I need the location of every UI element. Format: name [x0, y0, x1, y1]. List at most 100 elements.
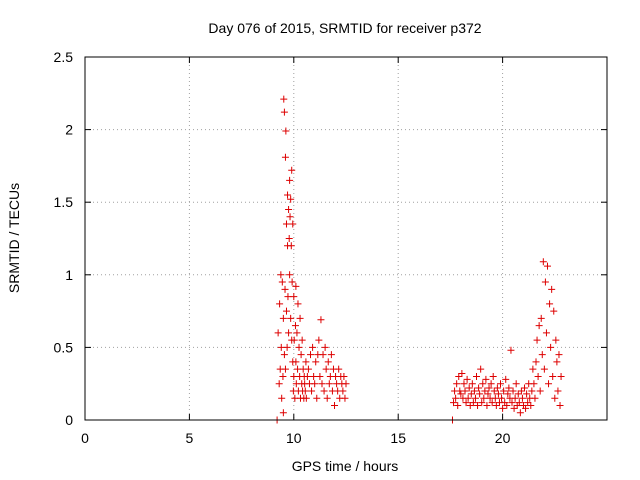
data-point: [470, 387, 478, 395]
data-point: [307, 351, 315, 359]
data-point: [532, 358, 540, 366]
y-tick-label: 0.5: [54, 339, 74, 355]
data-point: [279, 409, 287, 417]
data-point: [556, 401, 564, 409]
data-point: [275, 380, 283, 388]
x-tick-label: 20: [495, 430, 511, 446]
data-point: [277, 343, 285, 351]
data-point: [277, 271, 285, 279]
data-point: [550, 307, 558, 315]
data-point: [530, 380, 538, 388]
data-point: [488, 399, 496, 407]
data-point: [297, 351, 305, 359]
data-point: [491, 394, 499, 402]
data-point: [494, 390, 502, 398]
data-point: [480, 394, 488, 402]
data-point: [485, 384, 493, 392]
data-point: [540, 365, 548, 373]
data-point: [290, 293, 298, 301]
data-point: [296, 314, 304, 322]
x-tick-label: 0: [81, 430, 89, 446]
data-point: [524, 399, 532, 407]
data-point: [523, 390, 531, 398]
data-point: [538, 351, 546, 359]
data-point: [279, 314, 287, 322]
data-point: [489, 372, 497, 380]
axis-ticks: [84, 56, 607, 421]
data-point: [549, 372, 557, 380]
data-point: [453, 380, 461, 388]
data-point: [479, 380, 487, 388]
data-point: [293, 329, 301, 337]
data-point: [515, 399, 523, 407]
data-point: [281, 365, 289, 373]
y-axis-label: SRMTID / TECUs: [6, 183, 22, 293]
data-point: [537, 314, 545, 322]
data-point: [500, 387, 508, 395]
data-point: [557, 372, 565, 380]
data-point: [325, 380, 333, 388]
y-tick-label: 1.5: [54, 194, 74, 210]
data-point: [505, 384, 513, 392]
data-point: [517, 387, 525, 395]
data-point: [285, 235, 293, 242]
data-point: [492, 401, 500, 409]
data-point: [461, 387, 469, 395]
data-point: [284, 191, 292, 199]
data-point: [536, 387, 544, 395]
data-point: [465, 384, 473, 392]
x-tick-label: 10: [286, 430, 302, 446]
data-point: [468, 380, 476, 388]
data-point: [323, 394, 331, 402]
data-point: [464, 394, 472, 402]
data-point: [469, 399, 477, 407]
data-point: [552, 336, 560, 344]
data-point: [499, 404, 507, 412]
data-point: [541, 278, 549, 286]
data-point: [512, 380, 520, 388]
data-point: [308, 387, 316, 395]
data-point: [504, 390, 512, 398]
x-tick-label: 15: [390, 430, 406, 446]
data-point: [281, 153, 289, 161]
data-point: [454, 401, 462, 409]
data-point: [498, 394, 506, 402]
data-point: [310, 372, 318, 380]
data-point: [276, 300, 284, 308]
data-point: [322, 365, 330, 373]
data-point: [282, 220, 290, 228]
data-point: [282, 307, 290, 315]
data-point: [295, 343, 303, 351]
data-point: [529, 365, 537, 373]
data-point: [287, 195, 295, 203]
data-point: [476, 390, 484, 398]
x-axis-label: GPS time / hours: [292, 458, 399, 474]
data-point: [509, 387, 517, 395]
data-point: [298, 336, 306, 344]
data-point: [535, 322, 543, 330]
data-point: [493, 384, 501, 392]
grid-lines: [85, 57, 607, 420]
data-point: [303, 372, 311, 380]
data-points: [273, 95, 565, 424]
data-point: [320, 387, 328, 395]
data-point: [341, 394, 349, 402]
data-point: [324, 358, 332, 366]
data-point: [317, 316, 325, 324]
data-point: [543, 262, 551, 270]
data-point: [497, 380, 505, 388]
data-point: [291, 322, 299, 330]
y-tick-label: 2.5: [54, 49, 74, 65]
data-point: [339, 387, 347, 395]
data-point: [313, 394, 321, 402]
data-point: [289, 220, 297, 228]
data-point: [342, 380, 350, 388]
y-tick-label: 2: [65, 122, 73, 138]
plot-frame: [84, 56, 608, 421]
data-point: [484, 390, 492, 398]
data-point: [507, 346, 515, 354]
data-point: [278, 394, 286, 402]
data-point: [474, 401, 482, 409]
data-point: [475, 384, 483, 392]
